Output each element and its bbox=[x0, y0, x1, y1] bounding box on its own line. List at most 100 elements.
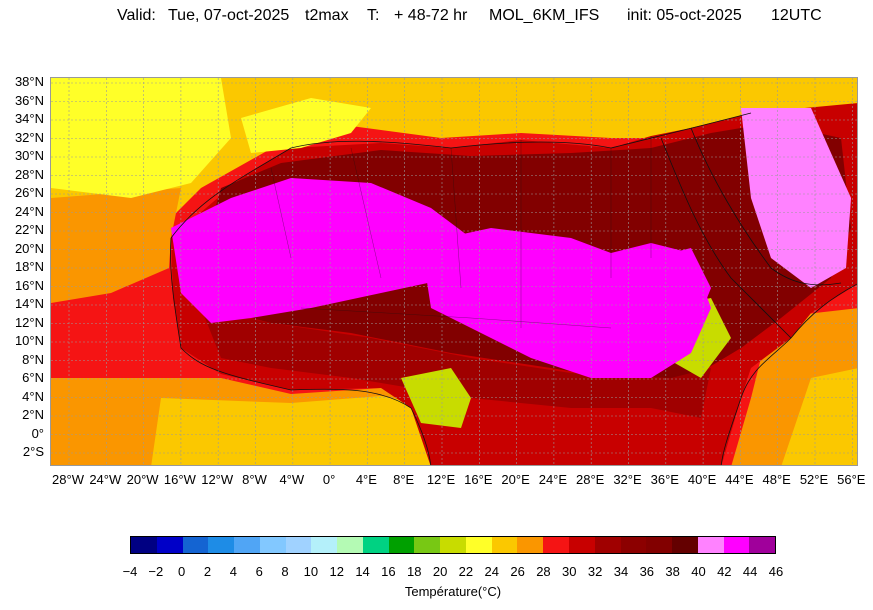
north-coast-mild bbox=[51, 78, 231, 198]
lon-label: 20°W bbox=[126, 472, 159, 487]
valid-date: Tue, 07-oct-2025 bbox=[168, 7, 290, 24]
colorbar-bin bbox=[311, 537, 338, 553]
lon-label: 8°E bbox=[393, 472, 415, 487]
colorbar-bin bbox=[414, 537, 441, 553]
colorbar-tick-label: 8 bbox=[281, 564, 289, 579]
colorbar-tick-label: 26 bbox=[510, 564, 525, 579]
colorbar-bin bbox=[697, 537, 724, 553]
lon-label: 24°E bbox=[538, 472, 568, 487]
central-africa-cool bbox=[401, 368, 471, 428]
lat-label: 4°N bbox=[22, 388, 44, 404]
lon-label: 12°W bbox=[201, 472, 234, 487]
extreme-heat-arabia bbox=[741, 108, 851, 288]
lat-label: 14°N bbox=[14, 296, 44, 311]
lat-label: 20°N bbox=[14, 240, 44, 256]
colorbar-tick-label: 24 bbox=[484, 564, 499, 579]
lon-label: 12°E bbox=[426, 472, 456, 487]
lon-label: 16°E bbox=[464, 472, 493, 487]
lon-label: 4°E bbox=[355, 472, 377, 487]
lon-label: 44°E bbox=[725, 472, 754, 487]
colorbar-tick-label: 32 bbox=[587, 564, 603, 579]
colorbar-bin bbox=[285, 537, 312, 553]
colorbar-tick-label: 10 bbox=[303, 564, 319, 579]
colorbar-tick-label: 14 bbox=[355, 564, 370, 579]
colorbar-bin bbox=[259, 537, 286, 553]
lat-label: 12°N bbox=[14, 314, 44, 330]
variable-name: t2max bbox=[305, 7, 349, 24]
colorbar-bin bbox=[749, 537, 776, 553]
lat-label: 6°N bbox=[22, 370, 44, 385]
lat-label: 10°N bbox=[14, 333, 44, 348]
colorbar-title: Température(°C) bbox=[404, 584, 502, 599]
lon-label: 36°E bbox=[650, 472, 679, 487]
lat-label: 28°N bbox=[14, 166, 44, 182]
colorbar-tick-label: 12 bbox=[329, 564, 344, 579]
colorbar-bin bbox=[234, 537, 260, 553]
colorbar-tick-label: 36 bbox=[639, 564, 655, 579]
lat-label: 24°N bbox=[14, 203, 44, 219]
model-name: MOL_6KM_IFS bbox=[489, 7, 600, 24]
lat-label: 2°S bbox=[22, 444, 44, 459]
colorbar-bin bbox=[131, 537, 157, 553]
lat-label: 2°N bbox=[22, 407, 44, 422]
lon-label: 16°W bbox=[163, 472, 196, 487]
gulf-of-guinea-cool bbox=[151, 396, 446, 465]
lat-label: 8°N bbox=[22, 351, 44, 367]
lat-label: 26°N bbox=[14, 185, 44, 200]
colorbar-tick-label: 46 bbox=[768, 564, 784, 579]
colorbar-tick-label: 6 bbox=[255, 564, 263, 579]
temperature-field bbox=[51, 78, 857, 465]
temperature-colorbar bbox=[130, 536, 776, 554]
colorbar-tick-label: 20 bbox=[432, 564, 448, 579]
colorbar-bin bbox=[388, 537, 415, 553]
colorbar-bin bbox=[517, 537, 544, 553]
colorbar-bin bbox=[646, 537, 673, 553]
valid-label: Valid: bbox=[117, 7, 156, 24]
lon-label: 48°E bbox=[762, 472, 791, 487]
lat-label: 34°N bbox=[14, 111, 44, 126]
lat-label: 0° bbox=[31, 425, 44, 441]
lon-label: 56°E bbox=[837, 472, 866, 487]
colorbar-bin bbox=[543, 537, 570, 553]
lat-label: 36°N bbox=[14, 92, 44, 108]
lat-label: 18°N bbox=[14, 259, 44, 274]
lon-label: 8°W bbox=[242, 472, 267, 487]
colorbar-bin bbox=[491, 537, 518, 553]
colorbar-bin bbox=[156, 537, 183, 553]
colorbar-tick-label: 38 bbox=[665, 564, 680, 579]
lon-label: 28°W bbox=[52, 472, 84, 487]
lat-label: 16°N bbox=[14, 277, 44, 293]
colorbar-tick-label: 22 bbox=[458, 564, 474, 579]
colorbar-bin bbox=[362, 537, 389, 553]
colorbar-tick-label: −2 bbox=[148, 564, 164, 579]
atlas-mountains bbox=[241, 98, 371, 153]
map-header: Valid: Tue, 07-oct-2025 t2max T: + 48-72… bbox=[0, 7, 873, 29]
colorbar-bin bbox=[620, 537, 647, 553]
colorbar-tick-label: −4 bbox=[122, 564, 138, 579]
extreme-heat-east bbox=[641, 248, 711, 353]
red-sea-coast bbox=[660, 127, 842, 339]
lon-label: 40°E bbox=[687, 472, 717, 487]
colorbar-tick-label: 34 bbox=[613, 564, 629, 579]
extreme-heat-central bbox=[421, 228, 711, 378]
lat-label: 22°N bbox=[14, 222, 44, 237]
colorbar-bin bbox=[465, 537, 492, 553]
lon-label: 32°E bbox=[613, 472, 642, 487]
lead-time: + 48-72 hr bbox=[394, 7, 468, 24]
colorbar-tick-label: 42 bbox=[717, 564, 732, 579]
init-date: init: 05-oct-2025 bbox=[627, 7, 742, 24]
colorbar-bin bbox=[569, 537, 595, 553]
graticule bbox=[51, 78, 857, 465]
country-borders bbox=[270, 136, 652, 329]
colorbar-tick-label: 4 bbox=[229, 564, 237, 579]
init-time: 12UTC bbox=[771, 7, 822, 24]
lat-label: 30°N bbox=[14, 148, 44, 163]
sahel-band bbox=[201, 308, 711, 418]
indian-ocean-cool bbox=[781, 368, 857, 465]
colorbar-tick-label: 18 bbox=[407, 564, 422, 579]
colorbar-tick-label: 44 bbox=[742, 564, 758, 579]
colorbar-bin bbox=[337, 537, 363, 553]
temperature-map bbox=[50, 77, 858, 466]
colorbar-tick-label: 2 bbox=[203, 564, 212, 579]
colorbar-bin bbox=[208, 537, 235, 553]
